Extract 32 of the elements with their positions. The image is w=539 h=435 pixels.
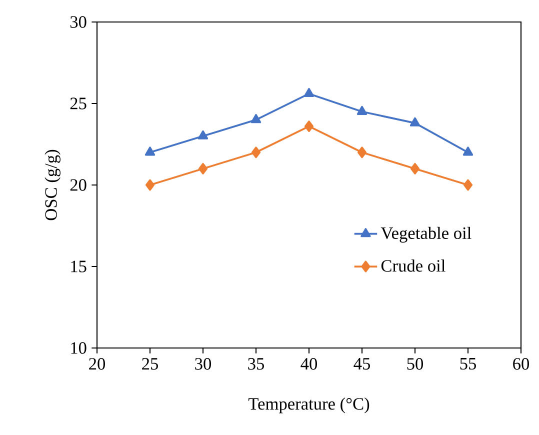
x-tick-label: 55 (460, 358, 476, 370)
point (144, 146, 156, 156)
point (410, 117, 420, 126)
x-tick-label: 20 (89, 358, 106, 370)
x-tick-label: 60 (513, 358, 530, 370)
x-tick-label: 35 (248, 358, 264, 370)
point (462, 146, 474, 156)
y-tick-label: 10 (71, 342, 86, 354)
point (357, 146, 367, 158)
x-axis-title: Temperature (°C) (248, 398, 370, 414)
point (198, 130, 208, 140)
point (198, 162, 208, 174)
y-tick-label: 20 (70, 179, 86, 191)
x-tick-label: 30 (195, 358, 212, 370)
x-tick-label: 45 (354, 358, 370, 370)
legend-label: Vegetable oil (380, 226, 472, 243)
y-axis-title: OSC (g/g) (44, 150, 60, 220)
point (356, 106, 368, 115)
point (463, 179, 473, 191)
legend-label: Crude oil (381, 260, 446, 272)
point (145, 179, 155, 191)
point (251, 146, 261, 158)
x-tick-label: 40 (300, 358, 318, 370)
point (304, 88, 314, 98)
point (410, 162, 420, 174)
point (304, 120, 314, 132)
point (250, 114, 262, 124)
y-tick-label: 25 (70, 98, 86, 110)
x-tick-label: 25 (142, 358, 158, 370)
y-tick-label: 30 (70, 16, 86, 28)
y-tick-label: 15 (71, 260, 86, 272)
x-tick-label: 50 (407, 358, 424, 370)
